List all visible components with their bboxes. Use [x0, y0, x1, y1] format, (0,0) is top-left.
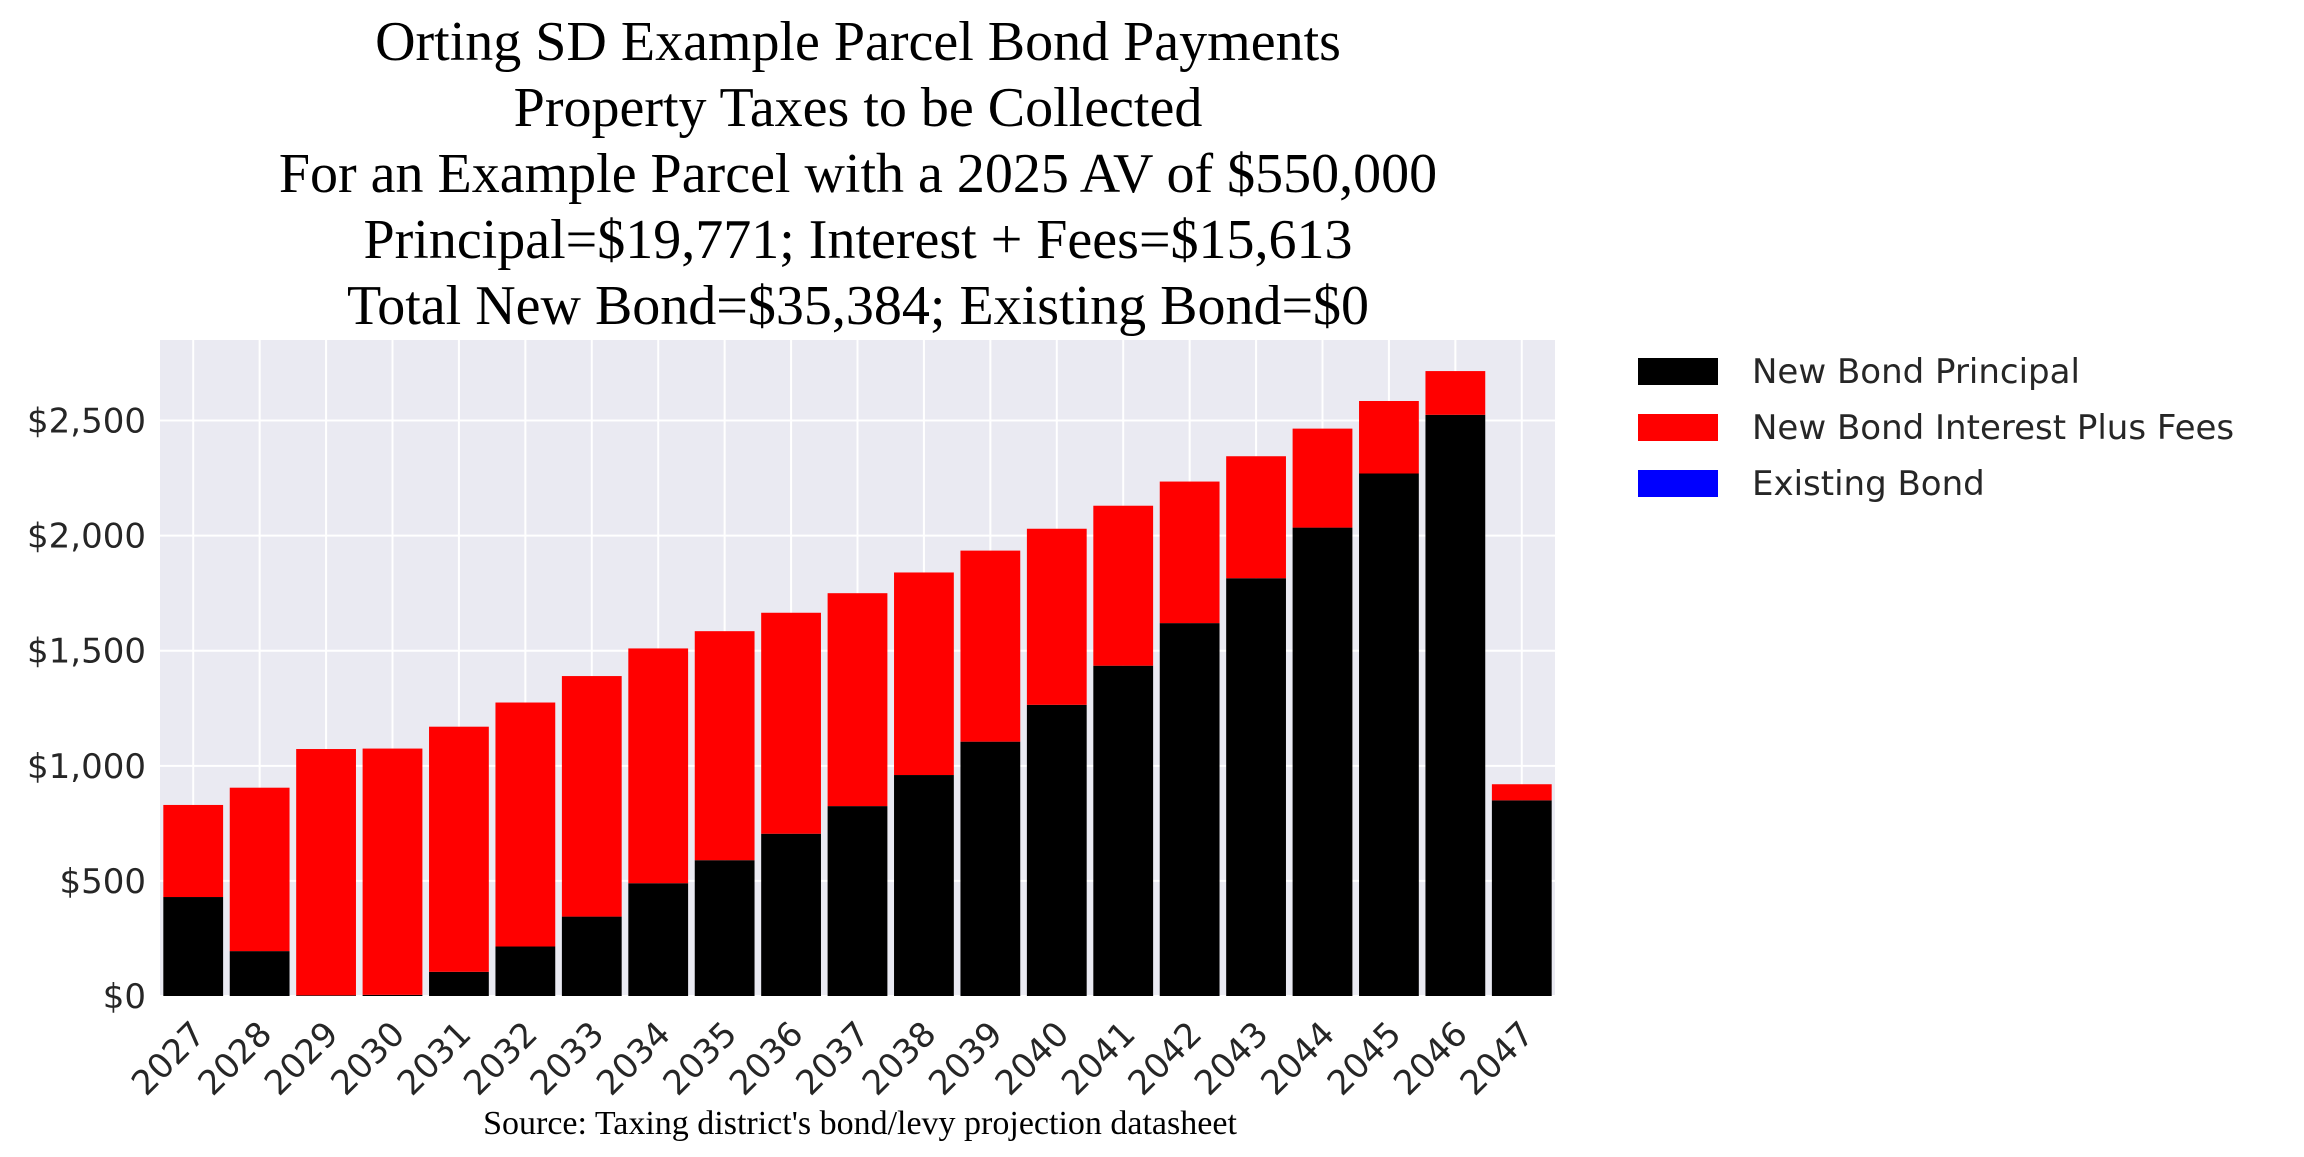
x-tick-label: 2044: [1253, 1014, 1342, 1103]
legend-label: New Bond Principal: [1752, 352, 2080, 392]
bar-new-bond-interest-plus-fees-2035: [694, 631, 755, 861]
bar-new-bond-principal-2037: [827, 806, 888, 996]
bar-new-bond-interest-plus-fees-2030: [362, 748, 423, 995]
bar-new-bond-principal-2047: [1491, 800, 1552, 996]
x-tick-label: 2038: [855, 1014, 944, 1103]
bar-new-bond-interest-plus-fees-2031: [429, 726, 489, 972]
bar-new-bond-interest-plus-fees-2041: [1093, 505, 1154, 666]
x-tick-label: 2037: [788, 1014, 877, 1103]
bar-new-bond-principal-2033: [561, 916, 622, 996]
x-tick-label: 2042: [1121, 1014, 1210, 1103]
bar-new-bond-principal-2036: [761, 833, 821, 996]
bar-new-bond-interest-plus-fees-2042: [1159, 481, 1220, 624]
bar-new-bond-principal-2041: [1093, 665, 1154, 996]
bar-new-bond-principal-2046: [1425, 414, 1486, 996]
x-tick-label: 2029: [257, 1014, 346, 1103]
x-tick-label: 2028: [191, 1014, 280, 1103]
bar-new-bond-interest-plus-fees-2032: [495, 702, 556, 947]
bar-new-bond-principal-2045: [1359, 473, 1419, 997]
bar-new-bond-principal-2032: [495, 946, 556, 996]
legend-swatch: [1638, 470, 1718, 497]
bar-new-bond-interest-plus-fees-2046: [1425, 371, 1486, 415]
x-tick-label: 2034: [589, 1014, 678, 1103]
legend-label: New Bond Interest Plus Fees: [1752, 408, 2234, 448]
x-tick-label: 2046: [1386, 1014, 1475, 1103]
x-tick-label: 2040: [988, 1014, 1077, 1103]
legend: New Bond Principal New Bond Interest Plus…: [1638, 352, 2234, 504]
x-tick-label: 2041: [1054, 1014, 1143, 1103]
bar-new-bond-interest-plus-fees-2037: [827, 593, 888, 807]
x-tick-label: 2047: [1453, 1014, 1542, 1103]
bar-new-bond-principal-2029: [296, 995, 356, 996]
chart-title-line: For an Example Parcel with a 2025 AV of …: [279, 143, 1437, 205]
bar-new-bond-principal-2038: [894, 775, 954, 996]
y-tick-label: $500: [59, 862, 146, 902]
x-tick-label: 2031: [390, 1014, 479, 1103]
bar-new-bond-interest-plus-fees-2044: [1292, 428, 1353, 528]
chart-title-line: Total New Bond=$35,384; Existing Bond=$0: [347, 275, 1369, 337]
bar-new-bond-principal-2030: [362, 994, 423, 996]
chart-title-line: Principal=$19,771; Interest + Fees=$15,6…: [363, 209, 1352, 271]
x-tick-label: 2030: [323, 1014, 412, 1103]
x-tick-label: 2035: [656, 1014, 745, 1103]
x-tick-label: 2043: [1187, 1014, 1276, 1103]
x-tick-label: 2033: [523, 1014, 612, 1103]
chart-title: Orting SD Example Parcel Bond PaymentsPr…: [279, 11, 1437, 337]
bar-new-bond-principal-2034: [628, 883, 689, 996]
chart-title-line: Property Taxes to be Collected: [514, 77, 1203, 139]
source-note: Source: Taxing district's bond/levy proj…: [483, 1105, 1237, 1142]
bar-new-bond-interest-plus-fees-2034: [628, 648, 689, 884]
bar-new-bond-interest-plus-fees-2033: [561, 676, 622, 917]
bar-new-bond-interest-plus-fees-2045: [1359, 400, 1419, 474]
bar-new-bond-interest-plus-fees-2038: [894, 572, 954, 776]
y-tick-label: $1,500: [27, 632, 146, 672]
bar-new-bond-principal-2043: [1226, 578, 1286, 996]
bar-new-bond-interest-plus-fees-2047: [1491, 784, 1552, 801]
bar-new-bond-interest-plus-fees-2043: [1226, 456, 1286, 579]
x-tick-label: 2027: [124, 1014, 213, 1103]
bar-new-bond-interest-plus-fees-2036: [761, 612, 821, 834]
legend-label: Existing Bond: [1752, 464, 1985, 504]
bar-new-bond-principal-2035: [694, 860, 755, 996]
x-axis-tick-labels: 2027202820292030203120322033203420352036…: [124, 1014, 1542, 1103]
bar-new-bond-interest-plus-fees-2039: [960, 550, 1021, 742]
x-tick-label: 2045: [1320, 1014, 1409, 1103]
bar-new-bond-principal-2031: [429, 971, 489, 996]
bar-new-bond-principal-2027: [163, 897, 224, 996]
legend-swatch: [1638, 414, 1718, 441]
y-tick-label: $2,500: [27, 402, 146, 442]
bar-new-bond-principal-2028: [229, 951, 290, 996]
y-tick-label: $0: [103, 977, 146, 1017]
x-tick-label: 2032: [456, 1014, 545, 1103]
x-tick-label: 2039: [921, 1014, 1010, 1103]
x-tick-label: 2036: [722, 1014, 811, 1103]
bar-new-bond-interest-plus-fees-2040: [1026, 528, 1087, 705]
bar-new-bond-principal-2039: [960, 741, 1021, 996]
bar-new-bond-principal-2040: [1026, 704, 1087, 996]
chart-title-line: Orting SD Example Parcel Bond Payments: [375, 11, 1341, 73]
bar-new-bond-principal-2042: [1159, 623, 1220, 996]
y-axis-tick-labels: $0 $500 $1,000 $1,500 $2,000 $2,500: [27, 402, 146, 1017]
legend-swatch: [1638, 358, 1718, 385]
y-tick-label: $2,000: [27, 517, 146, 557]
bar-new-bond-interest-plus-fees-2027: [163, 804, 224, 898]
bars: [163, 371, 1552, 997]
y-tick-label: $1,000: [27, 747, 146, 787]
bar-new-bond-principal-2044: [1292, 527, 1353, 996]
bar-new-bond-interest-plus-fees-2028: [229, 787, 290, 952]
bar-new-bond-interest-plus-fees-2029: [296, 749, 356, 996]
